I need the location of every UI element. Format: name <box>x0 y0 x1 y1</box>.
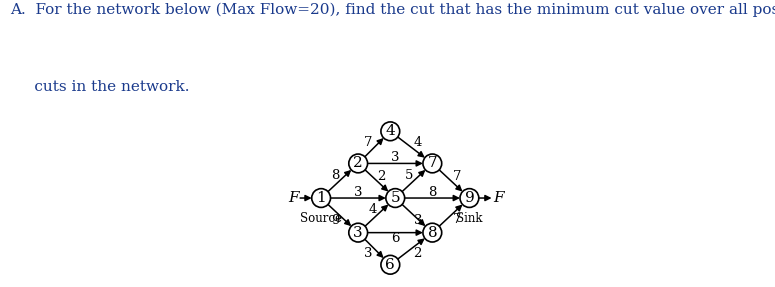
Text: 9: 9 <box>464 191 474 205</box>
Circle shape <box>381 122 400 141</box>
Text: 7: 7 <box>453 213 461 226</box>
Text: cuts in the network.: cuts in the network. <box>10 80 190 94</box>
Circle shape <box>460 189 479 208</box>
Text: 2: 2 <box>413 247 422 260</box>
Text: 3: 3 <box>353 226 363 240</box>
Text: 8: 8 <box>428 226 437 240</box>
Text: 4: 4 <box>413 136 422 150</box>
Text: 7: 7 <box>453 170 461 183</box>
Text: 4: 4 <box>385 124 395 138</box>
Text: 9: 9 <box>331 214 339 227</box>
Text: 3: 3 <box>354 186 363 199</box>
Text: 3: 3 <box>414 214 422 227</box>
Text: 6: 6 <box>385 258 395 272</box>
Circle shape <box>312 189 330 208</box>
Text: A.  For the network below (Max Flow=20), find the cut that has the minimum cut v: A. For the network below (Max Flow=20), … <box>10 3 775 17</box>
Text: 8: 8 <box>428 186 436 199</box>
Text: 4: 4 <box>368 203 377 216</box>
Text: 1: 1 <box>316 191 326 205</box>
Text: 2: 2 <box>353 156 363 170</box>
Circle shape <box>386 189 405 208</box>
Circle shape <box>381 255 400 274</box>
Text: 7: 7 <box>363 136 372 150</box>
Circle shape <box>349 223 367 242</box>
Text: 7: 7 <box>428 156 437 170</box>
Text: 6: 6 <box>391 232 399 245</box>
Circle shape <box>423 154 442 173</box>
Text: 5: 5 <box>391 191 400 205</box>
Circle shape <box>423 223 442 242</box>
Text: 3: 3 <box>363 247 372 260</box>
Text: Source: Source <box>300 212 342 225</box>
Circle shape <box>349 154 367 173</box>
Text: 5: 5 <box>405 169 414 182</box>
Text: F: F <box>493 191 504 205</box>
Text: F: F <box>288 191 299 205</box>
Text: 2: 2 <box>377 170 385 183</box>
Text: 8: 8 <box>331 169 339 182</box>
Text: 3: 3 <box>391 152 399 164</box>
Text: Sink: Sink <box>456 212 483 225</box>
